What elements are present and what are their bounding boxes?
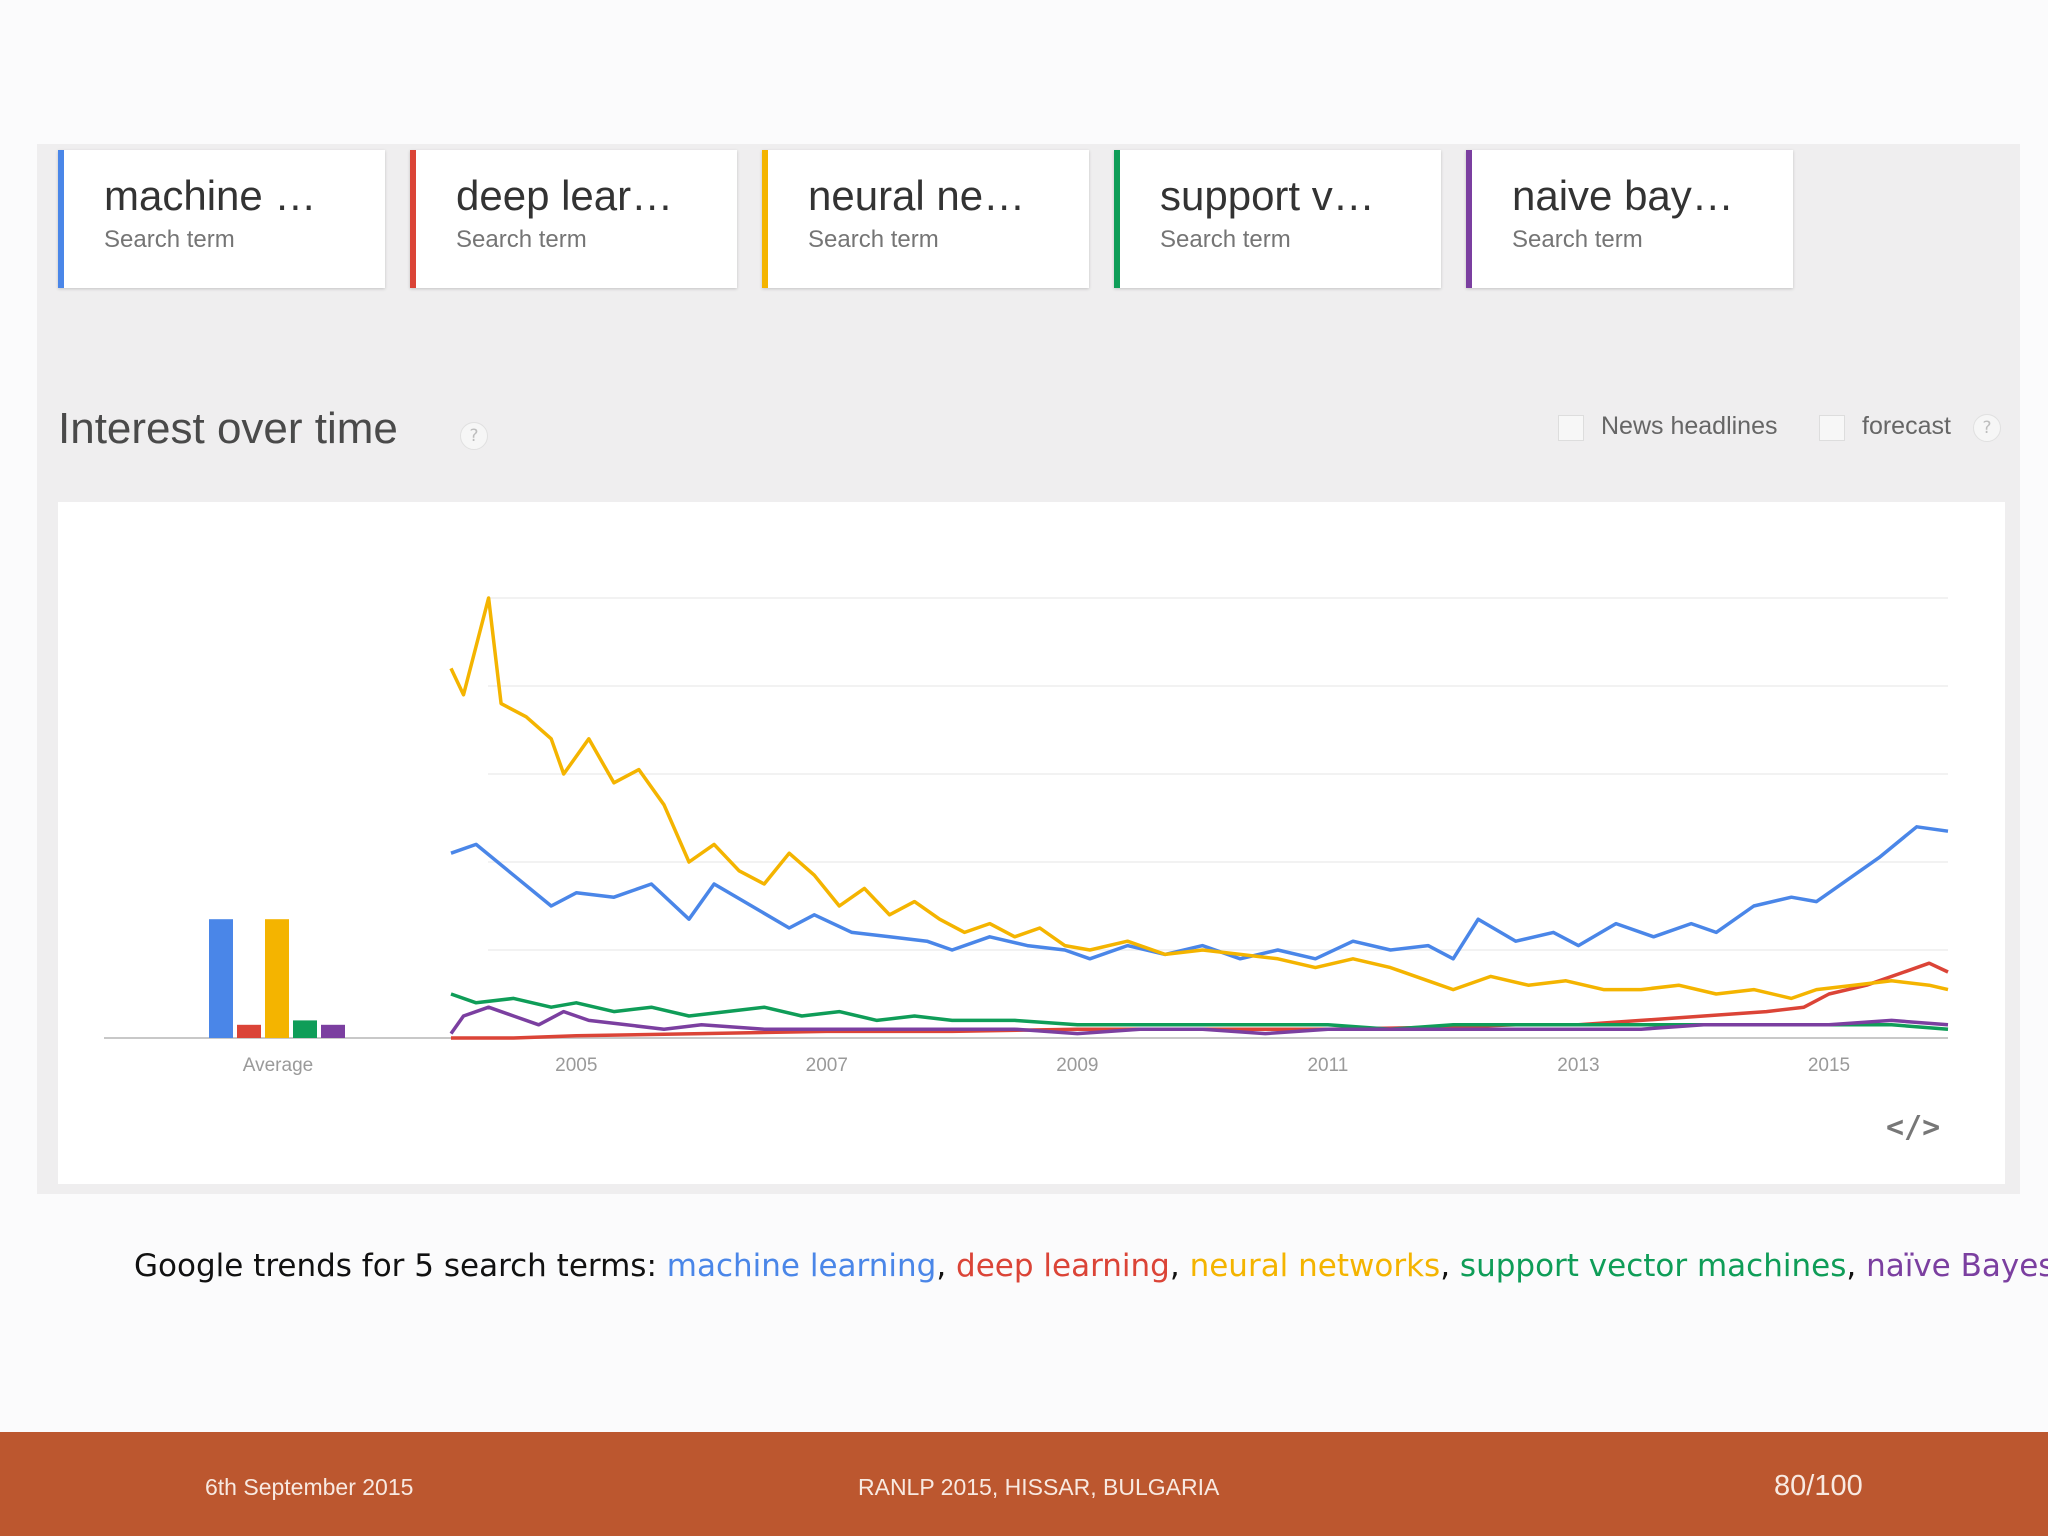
x-tick-label: 2015 <box>1808 1055 1850 1076</box>
caption-term: support vector machines <box>1459 1248 1847 1284</box>
slide-footer: 6th September 2015 RANLP 2015, HISSAR, B… <box>0 1432 2048 1536</box>
average-bar <box>321 1024 345 1038</box>
average-bar <box>209 919 233 1038</box>
average-bar <box>237 1024 261 1038</box>
slide-caption: Google trends for 5 search terms: machin… <box>134 1248 2048 1284</box>
footer-date: 6th September 2015 <box>205 1474 414 1500</box>
average-bar <box>293 1020 317 1038</box>
news-headlines-checkbox[interactable] <box>1558 415 1584 441</box>
search-term-title: machine … <box>104 172 317 219</box>
news-headlines-label: News headlines <box>1601 412 1778 440</box>
caption-term: machine learning <box>666 1248 937 1284</box>
search-term-card-naive-bayes[interactable]: naive bay… Search term <box>1466 150 1793 288</box>
series-line <box>449 596 1949 1001</box>
search-term-card-neural-networks[interactable]: neural ne… Search term <box>762 150 1089 288</box>
search-term-subtitle: Search term <box>1512 226 1643 253</box>
search-term-card-deep-learning[interactable]: deep lear… Search term <box>410 150 737 288</box>
forecast-label: forecast <box>1862 412 1951 440</box>
footer-conference: RANLP 2015, HISSAR, BULGARIA <box>858 1474 1220 1500</box>
caption-prefix: Google trends for 5 search terms: <box>134 1248 667 1284</box>
x-tick-label: 2009 <box>1056 1055 1098 1076</box>
caption-term: neural networks <box>1189 1248 1441 1284</box>
caption-term: deep learning <box>956 1248 1170 1284</box>
average-bar <box>265 919 289 1038</box>
embed-code-icon[interactable]: </> <box>1886 1110 1941 1145</box>
average-label: Average <box>243 1055 313 1076</box>
x-tick-label: 2005 <box>555 1055 597 1076</box>
series-line <box>450 992 1949 1031</box>
series-line <box>450 825 1949 961</box>
interest-over-time-title: Interest over time <box>58 404 398 453</box>
help-icon[interactable]: ? <box>460 422 488 450</box>
series-line <box>449 1005 1949 1036</box>
x-tick-label: 2013 <box>1557 1055 1599 1076</box>
caption-separator: , <box>1169 1248 1190 1284</box>
search-term-title: deep lear… <box>456 172 674 219</box>
forecast-checkbox[interactable] <box>1819 415 1845 441</box>
search-term-subtitle: Search term <box>456 226 587 253</box>
x-tick-label: 2007 <box>806 1055 848 1076</box>
caption-terms: machine learning, deep learning, neural … <box>667 1248 2048 1284</box>
interest-chart-svg: Average 2005 2007 2009 2011 2013 2015 <box>104 596 1949 1076</box>
caption-separator: , <box>936 1248 957 1284</box>
search-term-card-machine-learning[interactable]: machine … Search term <box>58 150 385 288</box>
x-tick-label: 2011 <box>1307 1055 1348 1076</box>
footer-page-number: 80/100 <box>1774 1470 1863 1502</box>
search-term-card-support-vector[interactable]: support v… Search term <box>1114 150 1441 288</box>
search-term-subtitle: Search term <box>808 226 939 253</box>
caption-separator: , <box>1846 1248 1867 1284</box>
search-term-title: neural ne… <box>808 172 1026 219</box>
search-term-title: naive bay… <box>1512 172 1734 219</box>
interest-chart: Average 2005 2007 2009 2011 2013 2015 <box>58 502 2005 1184</box>
forecast-help-icon[interactable]: ? <box>1973 414 2001 442</box>
caption-term: naïve Bayes <box>1866 1248 2048 1284</box>
caption-separator: , <box>1440 1248 1460 1284</box>
search-term-subtitle: Search term <box>1160 226 1291 253</box>
search-term-subtitle: Search term <box>104 226 235 253</box>
search-term-title: support v… <box>1160 172 1375 219</box>
